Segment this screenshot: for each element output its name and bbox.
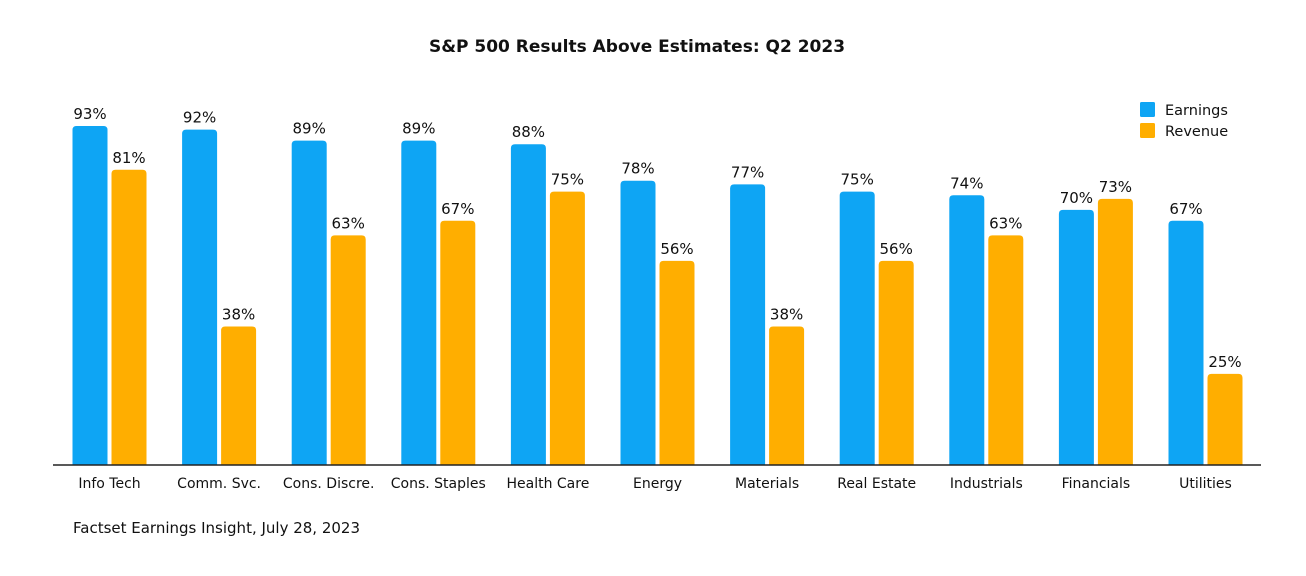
x-tick-label-info-tech: Info Tech xyxy=(78,476,140,492)
value-label-revenue-cons-staples: 67% xyxy=(441,200,474,218)
bar-earnings-materials xyxy=(730,184,766,465)
legend-label-earnings: Earnings xyxy=(1165,103,1228,119)
bar-revenue-cons-discre xyxy=(330,235,366,465)
x-tick-label-cons-discre: Cons. Discre. xyxy=(283,476,375,492)
value-label-earnings-cons-discre: 89% xyxy=(293,120,326,138)
bar-earnings-comm-svc xyxy=(182,129,218,465)
bar-revenue-health-care xyxy=(549,191,585,465)
chart-title: S&P 500 Results Above Estimates: Q2 2023 xyxy=(429,37,845,57)
bar-revenue-utilities xyxy=(1207,373,1243,465)
bar-revenue-cons-staples xyxy=(440,220,476,465)
value-label-revenue-info-tech: 81% xyxy=(112,149,145,167)
value-labels-layer: 93% 81% 92% 38% 89% 63% 89% 67% 88% 75% 78% 56% 77% 3… xyxy=(73,105,1241,371)
bar-revenue-energy xyxy=(659,260,695,465)
value-label-revenue-financials: 73% xyxy=(1099,178,1132,196)
value-label-earnings-health-care: 88% xyxy=(512,123,545,141)
legend: Earnings Revenue xyxy=(1140,102,1228,140)
x-tick-label-cons-staples: Cons. Staples xyxy=(391,476,486,492)
x-tick-labels-layer: Info Tech Comm. Svc. Cons. Discre. Cons. St… xyxy=(78,476,1232,492)
x-tick-label-comm-svc: Comm. Svc. xyxy=(177,476,261,492)
bar-earnings-health-care xyxy=(510,144,546,466)
bar-earnings-real-estate xyxy=(839,191,875,465)
legend-swatch-earnings xyxy=(1140,102,1155,117)
bar-revenue-comm-svc xyxy=(221,326,257,465)
legend-swatch-revenue xyxy=(1140,123,1155,138)
bars-layer xyxy=(72,126,1243,466)
x-tick-label-industrials: Industrials xyxy=(950,476,1023,492)
bar-earnings-energy xyxy=(620,180,656,465)
value-label-revenue-utilities: 25% xyxy=(1208,353,1241,371)
value-label-revenue-health-care: 75% xyxy=(551,171,584,189)
bar-earnings-cons-discre xyxy=(291,140,327,465)
value-label-earnings-materials: 77% xyxy=(731,163,764,181)
source-note: Factset Earnings Insight, July 28, 2023 xyxy=(73,519,361,537)
x-tick-label-utilities: Utilities xyxy=(1179,476,1232,492)
bar-earnings-utilities xyxy=(1168,220,1204,465)
x-tick-label-financials: Financials xyxy=(1062,476,1131,492)
value-label-earnings-energy: 78% xyxy=(621,160,654,178)
bar-earnings-info-tech xyxy=(72,126,108,465)
bar-revenue-materials xyxy=(769,326,805,465)
bar-earnings-cons-staples xyxy=(401,140,437,465)
value-label-earnings-info-tech: 93% xyxy=(73,105,106,123)
value-label-revenue-cons-discre: 63% xyxy=(332,214,365,232)
value-label-earnings-industrials: 74% xyxy=(950,174,983,192)
x-tick-label-health-care: Health Care xyxy=(506,476,589,492)
x-tick-label-energy: Energy xyxy=(633,476,682,492)
bar-revenue-info-tech xyxy=(111,169,147,465)
value-label-earnings-real-estate: 75% xyxy=(841,171,874,189)
value-label-earnings-financials: 70% xyxy=(1060,189,1093,207)
value-label-revenue-industrials: 63% xyxy=(989,214,1022,232)
bar-revenue-industrials xyxy=(988,235,1024,465)
value-label-revenue-energy: 56% xyxy=(660,240,693,258)
value-label-earnings-cons-staples: 89% xyxy=(402,120,435,138)
value-label-earnings-comm-svc: 92% xyxy=(183,109,216,127)
bar-revenue-real-estate xyxy=(878,260,914,465)
bar-revenue-financials xyxy=(1097,198,1133,466)
legend-label-revenue: Revenue xyxy=(1165,124,1228,140)
x-tick-label-real-estate: Real Estate xyxy=(837,476,916,492)
value-label-revenue-comm-svc: 38% xyxy=(222,305,255,323)
value-label-earnings-utilities: 67% xyxy=(1169,200,1202,218)
bar-earnings-financials xyxy=(1058,209,1094,465)
value-label-revenue-materials: 38% xyxy=(770,305,803,323)
x-tick-label-materials: Materials xyxy=(735,476,799,492)
bar-earnings-industrials xyxy=(949,195,985,465)
value-label-revenue-real-estate: 56% xyxy=(880,240,913,258)
